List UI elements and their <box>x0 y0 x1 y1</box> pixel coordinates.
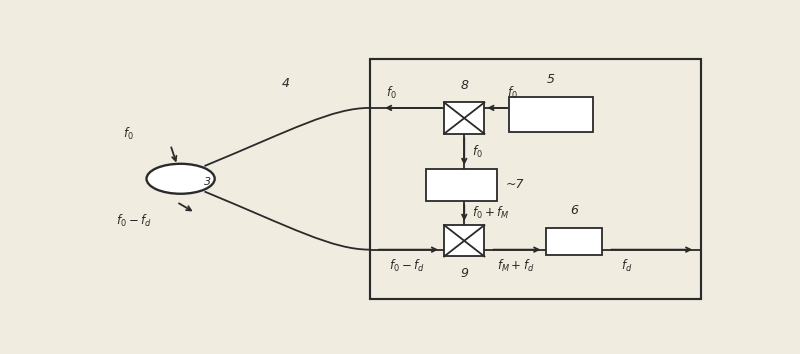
Bar <box>426 169 497 201</box>
Text: 4: 4 <box>282 77 290 90</box>
Text: 6: 6 <box>570 204 578 217</box>
Text: 8: 8 <box>460 79 468 92</box>
Text: ~7: ~7 <box>506 178 525 192</box>
Bar <box>370 59 702 299</box>
Text: $f_0$: $f_0$ <box>507 85 518 101</box>
Text: 3: 3 <box>205 177 211 187</box>
Text: $f_0+f_M$: $f_0+f_M$ <box>472 205 509 221</box>
Text: $f_0-f_d$: $f_0-f_d$ <box>116 213 152 229</box>
Bar <box>510 97 593 132</box>
Text: $f_M+f_d$: $f_M+f_d$ <box>497 258 534 274</box>
Circle shape <box>146 164 214 194</box>
Text: $f_d$: $f_d$ <box>622 258 633 274</box>
Text: 5: 5 <box>547 73 555 86</box>
Text: $f_0$: $f_0$ <box>472 143 482 160</box>
Text: $f_0$: $f_0$ <box>122 126 134 142</box>
Bar <box>444 102 485 134</box>
Bar <box>444 225 485 256</box>
Bar <box>546 228 602 255</box>
Text: $f_0-f_d$: $f_0-f_d$ <box>389 258 425 274</box>
Text: 9: 9 <box>460 267 468 280</box>
Text: $f_0$: $f_0$ <box>386 85 397 101</box>
